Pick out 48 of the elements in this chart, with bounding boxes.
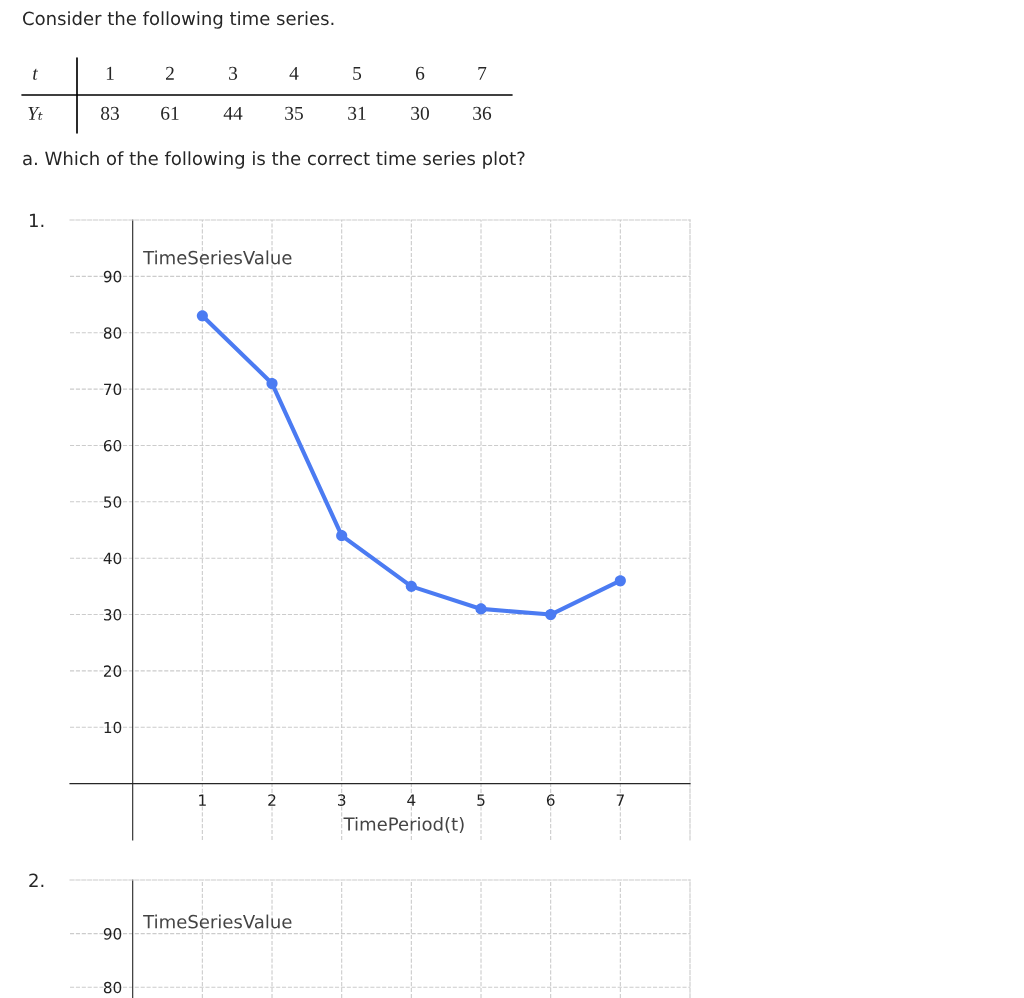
text: 2. [29, 873, 44, 887]
text: 7 [478, 66, 487, 80]
y-tick-label: 80 [103, 981, 122, 994]
point [336, 530, 348, 542]
text: 35 [285, 106, 303, 120]
x-tick-label: 4 [407, 794, 416, 806]
text: 44 [223, 106, 243, 120]
y-tick-label: 90 [103, 270, 122, 283]
text: 4 [289, 66, 299, 80]
x-tick-label: 1 [199, 794, 206, 806]
text: 5 [353, 66, 362, 80]
y-tick-label: 70 [104, 383, 122, 396]
y-tick-label: 40 [103, 552, 122, 565]
text: Consider the following time series. [23, 11, 334, 29]
text: t [33, 68, 39, 80]
y-axis-title: TimeSeriesValue [143, 914, 292, 929]
text: Yₜ [28, 106, 43, 120]
text: 3 [229, 66, 238, 80]
text: 36 [473, 106, 492, 120]
x-tick-label: 6 [546, 794, 555, 806]
y-tick-label: 60 [103, 439, 122, 452]
y-tick-label: 10 [104, 721, 122, 734]
x-tick-label: 3 [337, 794, 346, 806]
point [266, 377, 278, 390]
text: 1. [29, 213, 44, 227]
point [614, 575, 626, 587]
x-tick-label: 7 [616, 794, 624, 806]
point [196, 310, 208, 322]
text: 31 [348, 106, 366, 120]
x-tick-label: 2 [268, 794, 276, 806]
y-tick-label: 90 [103, 928, 122, 940]
x-axis-title: TimePeriod(t) [343, 816, 464, 833]
text: 6 [415, 66, 425, 80]
y-tick-label: 30 [104, 609, 122, 621]
text: 1 [106, 66, 114, 80]
text: 83 [101, 106, 119, 120]
y-tick-label: 80 [103, 327, 122, 339]
text: a. Which of the following is the correct time series plot? [23, 151, 525, 169]
y-tick-label: 50 [104, 496, 122, 508]
point [405, 580, 417, 592]
y-axis-title: TimeSeriesValue [143, 250, 292, 265]
x-tick-label: 5 [477, 794, 485, 806]
text: 2 [165, 66, 174, 80]
point [475, 603, 487, 615]
text: 61 [161, 106, 179, 120]
text: 30 [411, 106, 429, 120]
y-tick-label: 20 [103, 665, 122, 677]
point [545, 608, 557, 621]
